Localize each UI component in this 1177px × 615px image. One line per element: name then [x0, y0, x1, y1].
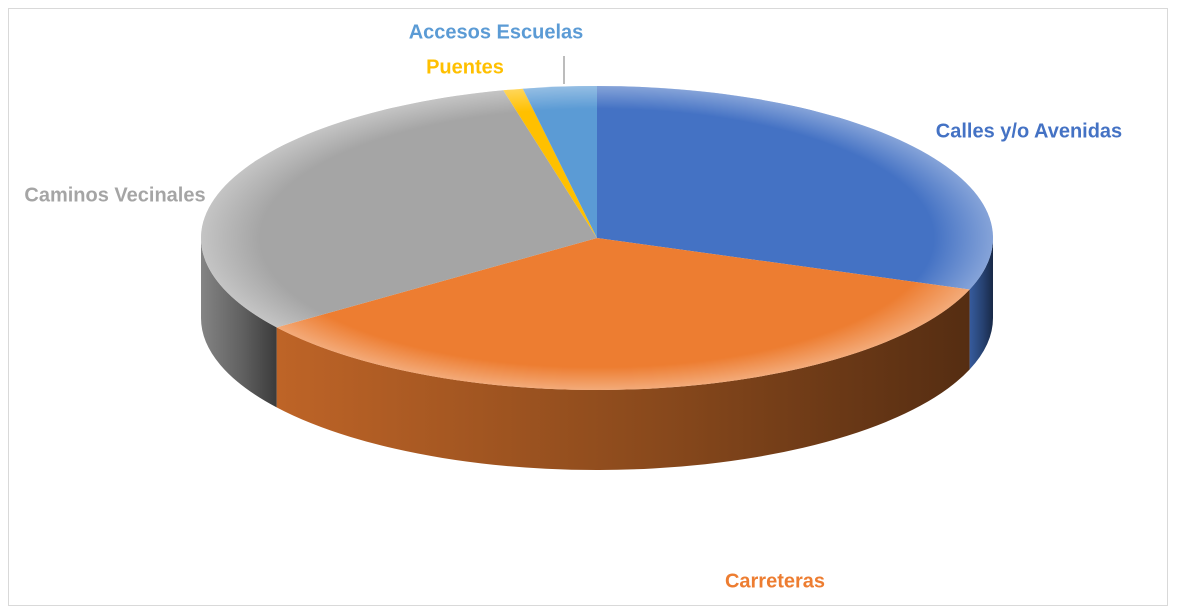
- data-label-carreteras: Carreteras: [725, 570, 825, 592]
- label-layer: Calles y/o Avenidas Carreteras Caminos Vec…: [24, 21, 1122, 592]
- pie-top-highlight: [201, 86, 993, 390]
- data-label-calles-y-o-avenidas: Calles y/o Avenidas: [936, 120, 1122, 142]
- pie-side-calles-y-o-avenidas: [969, 238, 993, 370]
- pie-side-carreteras: [276, 289, 970, 470]
- data-label-caminos-vecinales: Caminos Vecinales: [24, 184, 205, 206]
- pie-side-layer: [201, 238, 993, 470]
- pie-top-layer: [201, 86, 994, 390]
- data-label-puentes: Puentes: [426, 56, 504, 78]
- data-label-accesos-escuelas: Accesos Escuelas: [409, 21, 584, 43]
- pie-side-caminos-vecinales: [201, 238, 277, 408]
